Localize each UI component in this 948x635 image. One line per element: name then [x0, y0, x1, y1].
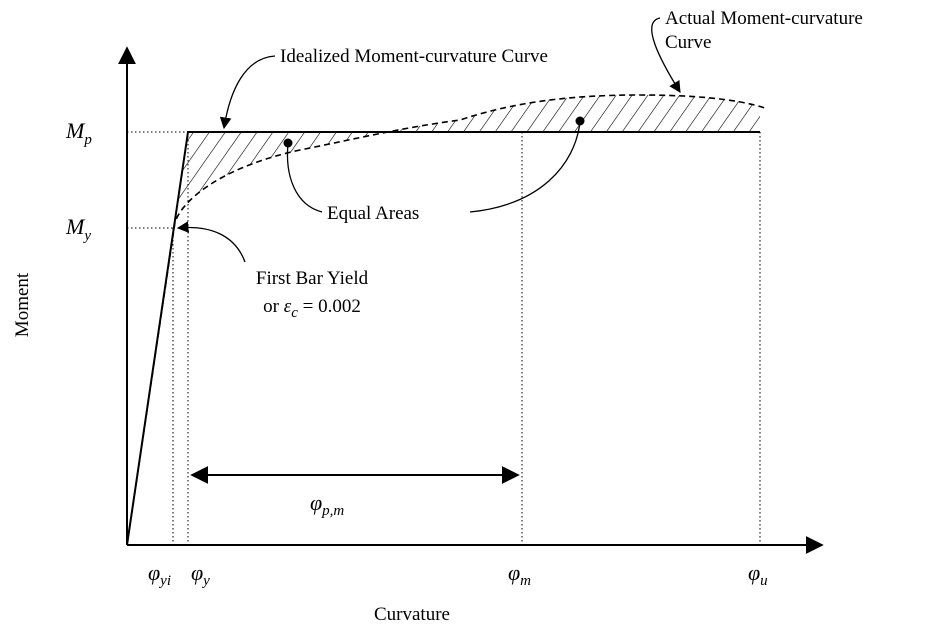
text: ε [284, 296, 292, 317]
leader-dot [575, 116, 585, 126]
text: m [520, 573, 531, 589]
text: p [83, 132, 92, 148]
text: u [760, 573, 768, 589]
span-label: φp,m [310, 490, 344, 519]
text: φ [508, 560, 520, 585]
text: φ [748, 560, 760, 585]
actual-curve [126, 94, 766, 546]
x-mark: φyi [148, 560, 171, 589]
text: φ [310, 490, 322, 515]
y-mark: My [65, 214, 91, 244]
x-mark: φy [191, 560, 210, 589]
label: Curve [665, 32, 711, 53]
text: y [201, 573, 210, 589]
text: M [65, 118, 86, 143]
y-axis-title: Moment [12, 272, 33, 337]
y-mark: Mp [65, 118, 92, 148]
leader-dot [283, 138, 293, 148]
label: Actual Moment-curvature [665, 8, 863, 29]
leader [286, 143, 323, 213]
hatched-area [175, 95, 760, 222]
text: c [291, 305, 298, 321]
x-mark: φm [508, 560, 531, 589]
text: y [82, 228, 91, 244]
label: Idealized Moment-curvature Curve [280, 46, 548, 67]
idealized-curve [126, 131, 760, 546]
x-mark: φu [748, 560, 768, 589]
label: or εc = 0.002 [263, 296, 361, 322]
label: Equal Areas [327, 203, 419, 224]
leader [176, 221, 246, 263]
text: = 0.002 [303, 296, 361, 317]
leader [219, 55, 276, 130]
text: φ [191, 560, 203, 585]
leader [469, 121, 581, 213]
label: First Bar Yield [256, 268, 369, 289]
text: M [65, 214, 86, 239]
text: or [263, 296, 280, 317]
text: p,m [321, 503, 344, 519]
leader [651, 17, 681, 93]
x-axis-title: Curvature [374, 604, 450, 625]
text: φ [148, 560, 160, 585]
text: yi [158, 573, 171, 589]
